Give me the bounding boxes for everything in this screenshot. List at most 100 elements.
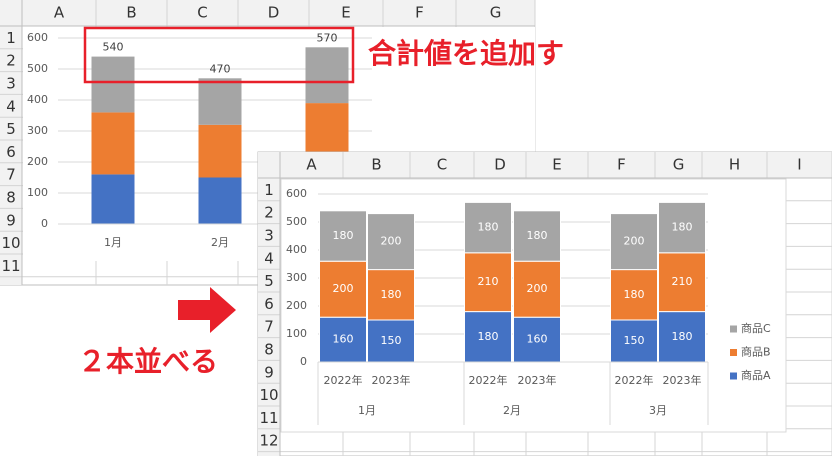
y-tick-label: 400 bbox=[27, 93, 48, 106]
row-header: 8 bbox=[6, 189, 16, 207]
data-label: 180 bbox=[527, 229, 548, 242]
row-header: 10 bbox=[1, 234, 20, 252]
legend-swatch bbox=[730, 325, 737, 333]
row-header: 9 bbox=[6, 211, 16, 229]
y-tick-label: 400 bbox=[286, 243, 307, 256]
x-tick-label: 2月 bbox=[211, 236, 229, 249]
y-tick-label: 300 bbox=[27, 124, 48, 137]
y-tick-label: 600 bbox=[286, 187, 307, 200]
data-label: 150 bbox=[624, 334, 645, 347]
column-header: B bbox=[371, 156, 381, 174]
legend-label: 商品B bbox=[741, 345, 771, 359]
chart: 0 100 200 300 400 500 600 160 200 180 2022年 150 180 2… bbox=[280, 178, 787, 433]
row-header: 5 bbox=[6, 120, 16, 138]
row-header: 4 bbox=[6, 97, 16, 115]
y-tick-label: 200 bbox=[27, 155, 48, 168]
data-label: 180 bbox=[672, 330, 693, 343]
bar-segment bbox=[464, 201, 512, 254]
group-label: 1月 bbox=[358, 404, 376, 417]
column-header: G bbox=[673, 156, 685, 174]
x-tick-label: 1月 bbox=[104, 236, 122, 249]
column-header: C bbox=[437, 156, 447, 174]
bar-segment bbox=[610, 213, 658, 271]
annotation: ２本並べる bbox=[78, 345, 218, 378]
column-header: E bbox=[552, 156, 561, 174]
column-header: G bbox=[490, 4, 502, 22]
column-header: E bbox=[341, 4, 350, 22]
data-label: 210 bbox=[478, 275, 499, 288]
y-tick-label: 500 bbox=[27, 62, 48, 75]
data-label: 200 bbox=[527, 282, 548, 295]
bar-segment bbox=[319, 210, 367, 262]
column-header-bar bbox=[258, 152, 832, 178]
legend-swatch bbox=[730, 372, 737, 380]
column-header: A bbox=[306, 156, 317, 174]
bar-segment bbox=[319, 316, 367, 363]
legend-label: 商品A bbox=[741, 368, 771, 382]
total-label: 570 bbox=[317, 31, 338, 44]
bar-segment bbox=[91, 112, 135, 175]
y-tick-label: 100 bbox=[27, 186, 48, 199]
row-header: 2 bbox=[6, 52, 16, 70]
bar-segment bbox=[367, 319, 415, 363]
row-header: 9 bbox=[264, 363, 274, 381]
data-label: 180 bbox=[672, 221, 693, 234]
annotation: 合計値を追加す bbox=[368, 37, 564, 70]
row-header: 3 bbox=[6, 75, 16, 93]
data-label: 180 bbox=[381, 288, 402, 301]
group-label: 3月 bbox=[649, 404, 667, 417]
row-header: 6 bbox=[6, 143, 16, 161]
column-header: C bbox=[197, 4, 207, 22]
column-header: B bbox=[126, 4, 136, 22]
row-header: 7 bbox=[6, 166, 16, 184]
row-header: 3 bbox=[264, 227, 274, 245]
x-tick-label: 2022年 bbox=[615, 373, 654, 387]
column-header: D bbox=[268, 4, 280, 22]
row-header: 11 bbox=[1, 257, 20, 275]
row-header: 6 bbox=[264, 295, 274, 313]
bar-segment bbox=[198, 124, 242, 178]
x-tick-label: 2022年 bbox=[324, 373, 363, 387]
row-header: 4 bbox=[264, 249, 274, 267]
highlight-box bbox=[83, 26, 355, 84]
data-label: 160 bbox=[527, 333, 548, 346]
bar-segment bbox=[610, 269, 658, 321]
y-tick-label: 200 bbox=[286, 299, 307, 312]
column-header: F bbox=[617, 156, 626, 174]
column-header-bar bbox=[0, 0, 535, 26]
row-header: 10 bbox=[259, 386, 278, 404]
total-label: 470 bbox=[210, 62, 231, 75]
data-label: 200 bbox=[333, 282, 354, 295]
bar-segment bbox=[198, 78, 242, 125]
column-header: H bbox=[729, 156, 740, 174]
bar-segment bbox=[319, 260, 367, 318]
bar-segment bbox=[91, 174, 135, 224]
column-header: A bbox=[54, 4, 65, 22]
y-tick-label: 300 bbox=[286, 271, 307, 284]
bar-segment bbox=[198, 177, 242, 224]
data-label: 180 bbox=[333, 229, 354, 242]
data-label: 180 bbox=[478, 221, 499, 234]
data-label: 200 bbox=[381, 235, 402, 248]
x-tick-label: 2022年 bbox=[469, 373, 508, 387]
row-header: 2 bbox=[264, 204, 274, 222]
row-header: 12 bbox=[259, 432, 278, 450]
y-tick-label: 500 bbox=[286, 215, 307, 228]
y-tick-label: 0 bbox=[300, 355, 307, 368]
bar-segment bbox=[610, 319, 658, 363]
data-label: 150 bbox=[381, 334, 402, 347]
legend-swatch bbox=[730, 349, 737, 356]
row-header: 7 bbox=[264, 318, 274, 336]
arrow bbox=[178, 287, 236, 333]
data-label: 210 bbox=[672, 275, 693, 288]
data-label: 200 bbox=[624, 235, 645, 248]
y-tick-label: 0 bbox=[41, 217, 48, 230]
data-label: 160 bbox=[333, 333, 354, 346]
row-header: 1 bbox=[264, 181, 274, 199]
bar-segment bbox=[91, 56, 135, 113]
row-header: 5 bbox=[264, 272, 274, 290]
row-header: 11 bbox=[259, 409, 278, 427]
y-tick-label: 100 bbox=[286, 327, 307, 340]
bar-segment bbox=[305, 47, 349, 104]
